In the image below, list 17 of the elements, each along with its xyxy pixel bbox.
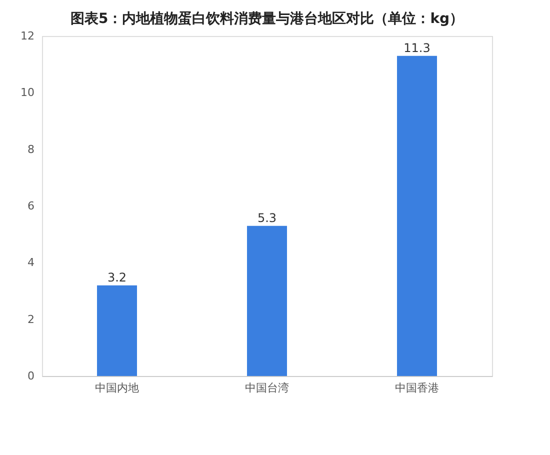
chart-title: 图表5：内地植物蛋白饮料消费量与港台地区对比（单位：kg） bbox=[70, 11, 464, 27]
data-label: 3.2 bbox=[107, 270, 127, 284]
x-tick-label: 中国内地 bbox=[95, 382, 139, 394]
y-tick-label: 4 bbox=[28, 256, 34, 270]
x-tick-label: 中国香港 bbox=[395, 382, 439, 394]
bar bbox=[97, 285, 137, 376]
y-tick-label: 12 bbox=[20, 30, 34, 42]
data-label: 11.3 bbox=[404, 40, 430, 55]
y-tick-label: 2 bbox=[28, 312, 34, 326]
x-tick-label: 中国台湾 bbox=[245, 382, 289, 394]
y-tick-label: 8 bbox=[28, 142, 34, 156]
y-tick-label: 6 bbox=[28, 200, 34, 212]
y-tick-label: 0 bbox=[28, 370, 34, 382]
data-label: 5.3 bbox=[257, 210, 277, 225]
y-tick-label: 10 bbox=[20, 86, 34, 100]
bar bbox=[247, 226, 287, 376]
bar bbox=[397, 56, 437, 376]
